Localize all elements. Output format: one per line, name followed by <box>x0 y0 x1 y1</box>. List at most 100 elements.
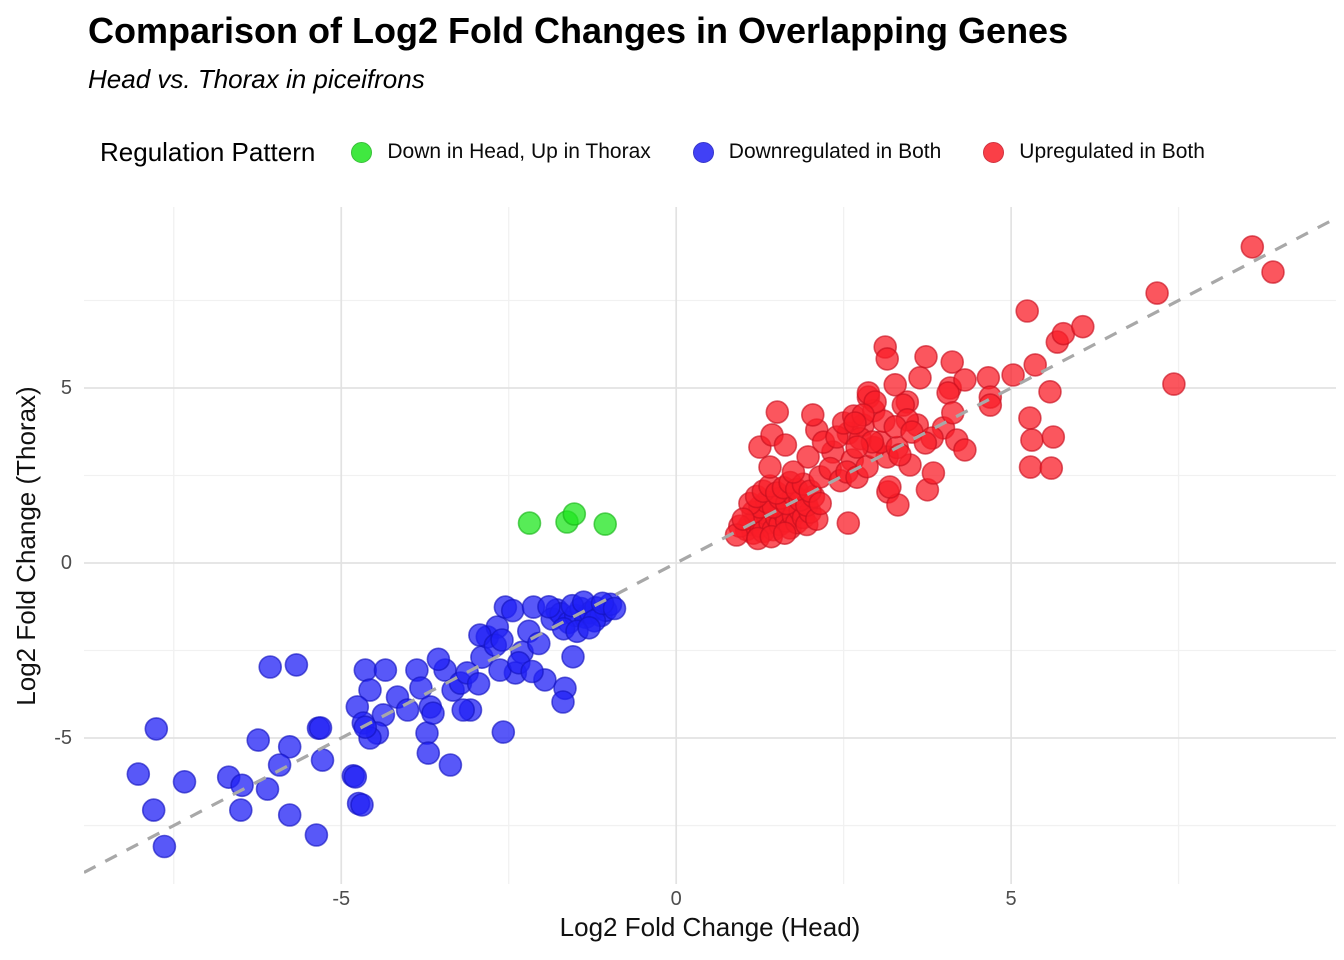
x-axis-title: Log2 Fold Change (Head) <box>559 912 861 942</box>
data-point-series-2 <box>953 438 977 462</box>
data-point-series-1 <box>490 628 514 652</box>
data-point-series-1 <box>308 716 333 740</box>
data-point-series-1 <box>577 615 601 640</box>
data-point-series-2 <box>781 460 806 484</box>
data-point-series-1 <box>395 698 420 722</box>
x-tick-label: 0 <box>670 888 682 910</box>
data-point-series-2 <box>758 455 782 479</box>
data-point-series-1 <box>551 690 575 714</box>
y-tick-label: 5 <box>60 376 72 399</box>
legend-item-upregulated-both: Upregulated in Both <box>983 140 1205 164</box>
data-point-series-1 <box>343 765 368 789</box>
data-point-series-2 <box>1145 281 1169 305</box>
data-point-series-2 <box>1018 455 1043 479</box>
data-point-series-2 <box>1162 372 1186 396</box>
x-tick-label: 5 <box>1005 888 1017 910</box>
data-point-series-2 <box>1039 456 1064 480</box>
data-point-series-2 <box>1038 380 1062 404</box>
data-point-series-2 <box>1041 425 1066 449</box>
legend: Regulation Pattern Down in Head, Up in T… <box>100 133 1247 171</box>
data-point-series-2 <box>1001 363 1025 387</box>
data-point-series-2 <box>796 445 820 469</box>
data-point-series-1 <box>277 803 302 827</box>
data-point-series-2 <box>765 400 790 424</box>
data-point-series-2 <box>914 345 938 369</box>
scatter-canvas <box>83 207 1337 884</box>
legend-title: Regulation Pattern <box>100 136 316 167</box>
data-point-series-2 <box>1015 299 1040 323</box>
data-point-series-1 <box>537 594 561 619</box>
data-point-series-1 <box>466 671 491 696</box>
legend-label: Upregulated in Both <box>1019 140 1205 163</box>
data-point-series-2 <box>1070 314 1095 339</box>
data-point-series-2 <box>800 403 825 427</box>
data-point-series-2 <box>1261 260 1285 284</box>
data-point-series-2 <box>940 350 965 374</box>
data-point-series-2 <box>953 368 977 392</box>
data-point-series-1 <box>255 777 280 801</box>
data-point-series-1 <box>284 653 309 677</box>
plot-panel <box>83 207 1337 884</box>
data-point-series-2 <box>772 521 797 546</box>
data-point-series-1 <box>602 596 627 621</box>
data-point-series-1 <box>141 798 166 822</box>
data-point-series-0 <box>593 512 618 536</box>
data-point-series-1 <box>304 823 329 847</box>
legend-label: Down in Head, Up in Thorax <box>387 140 651 163</box>
y-tick-label: -5 <box>54 727 72 750</box>
data-point-series-2 <box>1020 428 1044 452</box>
green-dot-icon <box>351 141 373 163</box>
data-point-series-1 <box>172 769 197 794</box>
data-point-series-1 <box>416 741 441 765</box>
data-point-series-1 <box>491 720 516 744</box>
data-point-series-2 <box>875 347 900 371</box>
data-point-series-1 <box>438 753 463 777</box>
data-point-series-1 <box>415 721 439 745</box>
data-point-series-2 <box>883 373 908 397</box>
data-point-series-1 <box>144 717 169 741</box>
data-point-series-1 <box>126 762 151 786</box>
data-point-series-2 <box>921 461 946 485</box>
data-point-series-1 <box>230 773 254 798</box>
legend-label: Downregulated in Both <box>728 140 942 163</box>
data-point-series-1 <box>421 701 445 726</box>
data-point-series-1 <box>500 598 525 623</box>
x-tick-label: -5 <box>332 888 351 910</box>
data-point-series-1 <box>451 698 476 722</box>
data-point-series-1 <box>267 753 292 777</box>
data-point-series-2 <box>845 435 869 459</box>
legend-item-down-head-up-thorax: Down in Head, Up in Thorax <box>351 140 651 164</box>
data-point-series-2 <box>843 411 867 435</box>
identity-line <box>83 216 1337 874</box>
data-point-series-1 <box>358 678 382 702</box>
chart-title: Comparison of Log2 Fold Changes in Overl… <box>88 10 1069 51</box>
data-point-series-1 <box>561 644 585 669</box>
data-point-series-2 <box>908 366 932 390</box>
data-point-series-1 <box>373 658 398 682</box>
data-point-series-2 <box>1023 353 1048 377</box>
legend-item-downregulated-both: Downregulated in Both <box>692 140 942 164</box>
data-point-series-1 <box>350 793 374 817</box>
blue-dot-icon <box>692 141 714 163</box>
data-point-series-2 <box>1240 235 1265 259</box>
data-point-series-2 <box>878 475 902 499</box>
data-point-series-2 <box>936 381 960 405</box>
data-point-series-1 <box>520 659 544 684</box>
data-point-series-2 <box>836 511 861 535</box>
data-point-series-1 <box>353 658 378 682</box>
data-point-series-1 <box>277 734 302 759</box>
data-point-series-2 <box>978 393 1003 417</box>
red-dot-icon <box>983 141 1005 163</box>
data-point-series-1 <box>310 748 335 772</box>
y-tick-label: 0 <box>60 552 72 574</box>
data-point-series-1 <box>426 647 451 672</box>
data-point-series-0 <box>562 502 587 526</box>
data-point-series-1 <box>152 834 177 859</box>
data-point-series-1 <box>246 728 270 752</box>
data-point-series-1 <box>258 655 282 679</box>
data-point-series-2 <box>1018 406 1042 430</box>
data-point-series-0 <box>517 511 542 535</box>
data-point-series-2 <box>808 491 833 516</box>
data-point-series-2 <box>773 433 798 457</box>
